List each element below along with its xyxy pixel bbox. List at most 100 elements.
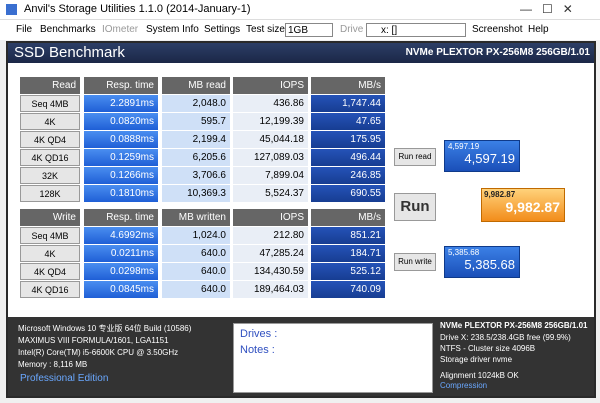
result-cell: 0.1259ms [84,149,158,166]
read-score-small: 4,597.19 [448,142,480,151]
result-cell: 47.65 [311,113,385,130]
column-header: MB/s [311,77,385,94]
result-cell: 7,899.04 [233,167,308,184]
test-button[interactable]: 4K QD16 [20,281,80,298]
result-cell: 525.12 [311,263,385,280]
window-controls[interactable]: — ☐ ✕ [520,2,573,16]
info-panel: Microsoft Windows 10 专业版 64位 Build (1058… [8,317,594,396]
edition: Professional Edition [20,373,109,384]
result-cell: 496.44 [311,149,385,166]
column-header: MB written [162,209,230,226]
menu-item[interactable]: Screenshot [472,24,523,35]
test-size-select[interactable]: 1GB [285,23,333,37]
result-cell: 212.80 [233,227,308,244]
drive-label: Drive [340,24,364,35]
drive-info-line: NVMe PLEXTOR PX-256M8 256GB/1.01 [440,321,588,330]
drives-label: Drives : [240,328,278,340]
result-cell: 1,024.0 [162,227,230,244]
total-score-value: 9,982.87 [505,199,561,215]
notes-box[interactable]: Drives : Notes : [233,323,433,393]
write-score-value: 5,385.68 [464,257,515,272]
column-header: Read [20,77,80,94]
test-button[interactable]: 4K QD4 [20,263,80,280]
run-button[interactable]: Run [394,193,436,221]
result-cell: 189,464.03 [233,281,308,298]
menu-item[interactable]: Settings [204,24,241,35]
result-cell: 690.55 [311,185,385,202]
test-button[interactable]: 32K [20,167,80,184]
result-cell: 5,524.37 [233,185,308,202]
result-cell: 0.0211ms [84,245,158,262]
result-cell: 12,199.39 [233,113,308,130]
drive-info-line: Drive X: 238.5/238.4GB free (99.9%) [440,333,571,342]
result-cell: 1,747.44 [311,95,385,112]
title-bar: Anvil's Storage Utilities 1.1.0 (2014-Ja… [0,0,600,20]
run-read-button[interactable]: Run read [394,148,436,166]
notes-label: Notes : [240,344,275,356]
write-score: 5,385.68 5,385.68 [444,246,520,278]
result-cell: 2.2891ms [84,95,158,112]
read-score-value: 4,597.19 [464,151,515,166]
result-cell: 4.6992ms [84,227,158,244]
run-write-button[interactable]: Run write [394,253,436,271]
test-button[interactable]: 128K [20,185,80,202]
drive-info-line: NTFS - Cluster size 4096B [440,344,536,353]
test-size-label: Test size [246,24,285,35]
result-cell: 10,369.3 [162,185,230,202]
drive-info-line: Storage driver nvme [440,355,513,364]
menu-item[interactable]: System Info [146,24,199,35]
column-header: MB read [162,77,230,94]
app-icon [6,4,17,15]
system-line: Microsoft Windows 10 专业版 64位 Build (1058… [18,324,192,333]
result-cell: 0.0820ms [84,113,158,130]
result-cell: 184.71 [311,245,385,262]
result-cell: 851.21 [311,227,385,244]
result-cell: 0.0845ms [84,281,158,298]
system-line: Intel(R) Core(TM) i5-6600K CPU @ 3.50GHz [18,348,179,357]
window-title: Anvil's Storage Utilities 1.1.0 (2014-Ja… [24,3,251,15]
result-cell: 2,048.0 [162,95,230,112]
drive-select[interactable]: x: [] [366,23,466,37]
write-score-small: 5,385.68 [448,248,480,257]
result-cell: 0.0888ms [84,131,158,148]
header-title: SSD Benchmark [14,44,125,61]
drive-info-line: Compression [440,381,488,390]
result-cell: 47,285.24 [233,245,308,262]
result-cell: 740.09 [311,281,385,298]
result-cell: 0.0298ms [84,263,158,280]
system-line: Memory : 8,116 MB [18,360,88,369]
result-cell: 0.1266ms [84,167,158,184]
system-line: MAXIMUS VIII FORMULA/1601, LGA1151 [18,336,169,345]
result-cell: 436.86 [233,95,308,112]
menu-item[interactable]: Benchmarks [40,24,96,35]
total-score: 9,982.87 9,982.87 [481,188,565,222]
column-header: MB/s [311,209,385,226]
menu-item[interactable]: File [16,24,33,35]
result-cell: 134,430.59 [233,263,308,280]
result-cell: 640.0 [162,263,230,280]
menu-item[interactable]: Help [528,24,549,35]
test-button[interactable]: Seq 4MB [20,227,80,244]
result-cell: 45,044.18 [233,131,308,148]
header-bar: SSD Benchmark NVMe PLEXTOR PX-256M8 256G… [8,43,594,63]
test-button[interactable]: 4K QD4 [20,131,80,148]
total-score-small: 9,982.87 [484,190,516,199]
test-button[interactable]: 4K QD16 [20,149,80,166]
test-button[interactable]: 4K [20,245,80,262]
result-cell: 3,706.6 [162,167,230,184]
drive-info-line: Alignment 1024kB OK [440,371,519,380]
result-cell: 6,205.6 [162,149,230,166]
result-cell: 2,199.4 [162,131,230,148]
test-button[interactable]: Seq 4MB [20,95,80,112]
test-button[interactable]: 4K [20,113,80,130]
menu-bar: File Benchmarks IOmeter System Info Sett… [0,20,600,40]
menu-item: IOmeter [102,24,139,35]
result-cell: 640.0 [162,281,230,298]
result-cell: 246.85 [311,167,385,184]
column-header: Resp. time [84,209,158,226]
column-header: Resp. time [84,77,158,94]
column-header: IOPS [233,77,308,94]
result-cell: 0.1810ms [84,185,158,202]
result-cell: 640.0 [162,245,230,262]
